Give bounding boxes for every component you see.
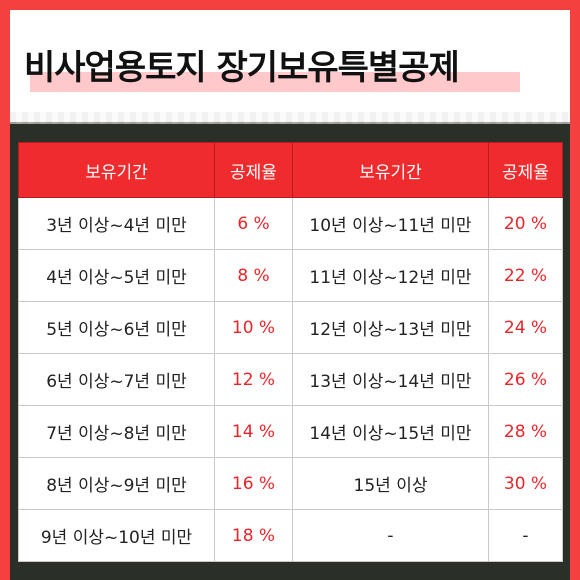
table-header-row: 보유기간 공제율 보유기간 공제율 [18,142,563,198]
period-cell: 3년 이상~4년 미만 [18,197,215,250]
title-wrap: 비사업용토지 장기보유특별공제 [24,44,520,94]
rate-cell: 22 % [488,249,563,302]
rate-cell: 12 % [214,353,293,406]
page-title: 비사업용토지 장기보유특별공제 [24,48,460,88]
rate-cell: 8 % [214,249,293,302]
period-cell: 9년 이상~10년 미만 [18,509,215,562]
table-row: 7년 이상~8년 미만 14 % 14년 이상~15년 미만 28 % [18,405,563,458]
table-row: 6년 이상~7년 미만 12 % 13년 이상~14년 미만 26 % [18,353,563,406]
period-cell: 4년 이상~5년 미만 [18,249,215,302]
period-cell: 11년 이상~12년 미만 [292,249,489,302]
title-highlight [30,72,520,92]
table-row: 3년 이상~4년 미만 6 % 10년 이상~11년 미만 20 % [18,197,563,250]
infographic-card: 비사업용토지 장기보유특별공제 보유기간 공제율 보유기간 공제율 3년 이상~… [10,10,570,580]
table-row: 8년 이상~9년 미만 16 % 15년 이상 30 % [18,457,563,510]
rate-cell: 20 % [488,197,563,250]
period-cell: 12년 이상~13년 미만 [292,301,489,354]
period-cell: 7년 이상~8년 미만 [18,405,215,458]
rate-cell: 14 % [214,405,293,458]
rate-cell: 18 % [214,509,293,562]
rate-cell: 10 % [214,301,293,354]
header-period-left: 보유기간 [18,142,215,198]
period-cell: 8년 이상~9년 미만 [18,457,215,510]
table-row: 5년 이상~6년 미만 10 % 12년 이상~13년 미만 24 % [18,301,563,354]
deduction-rate-table: 보유기간 공제율 보유기간 공제율 3년 이상~4년 미만 6 % 10년 이상… [18,142,563,562]
header-rate-left: 공제율 [214,142,293,198]
rate-cell: 26 % [488,353,563,406]
title-band: 비사업용토지 장기보유특별공제 [10,10,570,122]
rate-cell: 16 % [214,457,293,510]
table-row: 4년 이상~5년 미만 8 % 11년 이상~12년 미만 22 % [18,249,563,302]
period-cell: - [292,509,489,562]
period-cell: 6년 이상~7년 미만 [18,353,215,406]
rate-cell: 28 % [488,405,563,458]
period-cell: 10년 이상~11년 미만 [292,197,489,250]
period-cell: 13년 이상~14년 미만 [292,353,489,406]
header-rate-right: 공제율 [488,142,563,198]
rate-cell: 6 % [214,197,293,250]
period-cell: 15년 이상 [292,457,489,510]
header-period-right: 보유기간 [292,142,489,198]
period-cell: 5년 이상~6년 미만 [18,301,215,354]
divider [10,112,570,124]
rate-cell: 24 % [488,301,563,354]
rate-cell: 30 % [488,457,563,510]
rate-cell: - [488,509,563,562]
period-cell: 14년 이상~15년 미만 [292,405,489,458]
table-row: 9년 이상~10년 미만 18 % - - [18,509,563,562]
